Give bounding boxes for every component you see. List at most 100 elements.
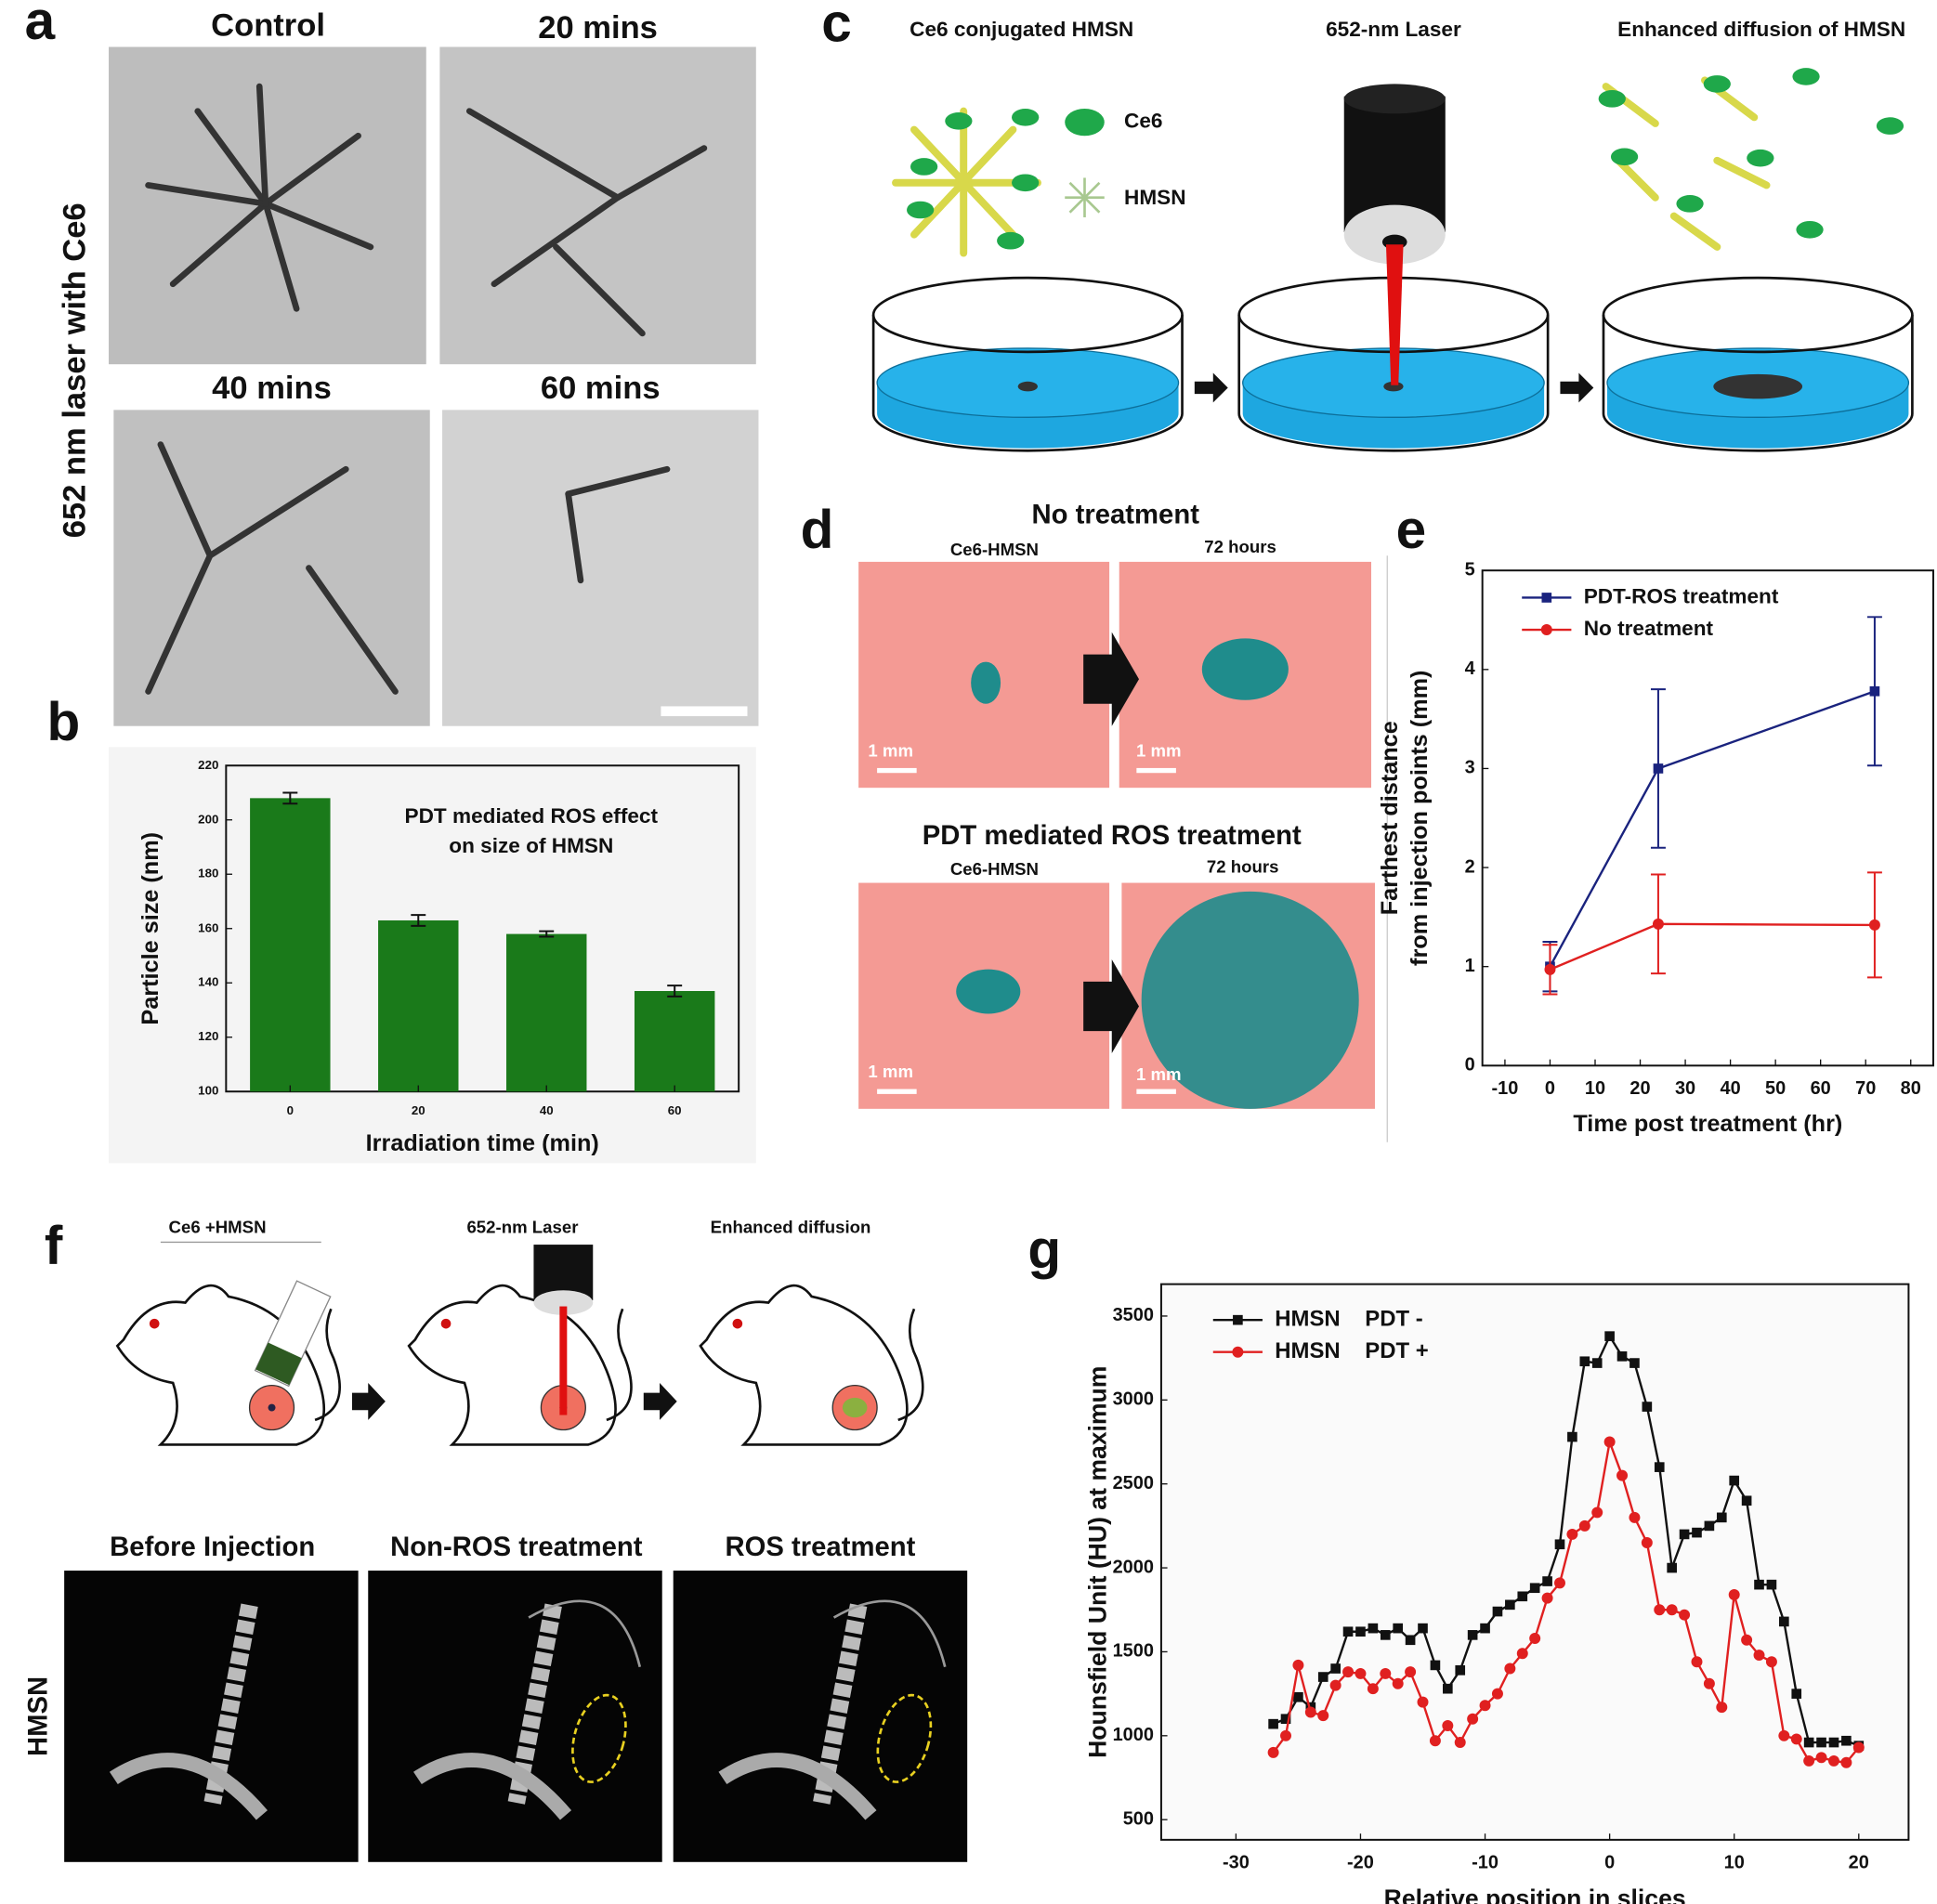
roi [876, 1693, 933, 1783]
marker [1505, 1599, 1515, 1611]
scale-label: 1 mm [1136, 741, 1182, 761]
step-title: Enhanced diffusion [711, 1218, 871, 1237]
legend-label: PDT-ROS treatment [1584, 584, 1779, 607]
marker [1542, 1576, 1552, 1586]
marker [1728, 1589, 1740, 1600]
mouse [115, 1284, 341, 1446]
step-title: Ce6 +HMSN [169, 1218, 267, 1237]
marker [1604, 1331, 1615, 1341]
arrow [643, 1382, 677, 1420]
x-tick-label: 30 [1675, 1078, 1695, 1099]
step-title: 652-nm Laser [1326, 18, 1461, 41]
x-tick-label: 10 [1585, 1078, 1605, 1099]
legend-marker [1540, 624, 1552, 635]
marker [1591, 1358, 1603, 1368]
legend-label: HMSN [1124, 186, 1186, 209]
marker [1405, 1666, 1417, 1678]
marker [1827, 1754, 1839, 1767]
roi [571, 1693, 627, 1783]
marker [1679, 1529, 1690, 1540]
spot [1713, 373, 1803, 399]
mouse-outline [699, 1284, 909, 1446]
marker [1317, 1710, 1329, 1722]
marker [1778, 1729, 1790, 1741]
x-tick-label: 60 [668, 1103, 682, 1117]
mouse-tail [314, 1308, 341, 1422]
marker [1442, 1719, 1454, 1731]
marker [1654, 1604, 1666, 1616]
mouse [407, 1284, 633, 1446]
x-axis-label: Relative position in slices [1384, 1884, 1686, 1904]
panel-label: b [47, 692, 81, 752]
pelvis [109, 1753, 268, 1820]
marker [1616, 1469, 1629, 1481]
ribs [832, 1599, 947, 1668]
marker [1869, 685, 1880, 697]
marker [1541, 1592, 1553, 1604]
image-title: 20 mins [538, 10, 658, 46]
marker [1654, 1462, 1665, 1472]
bar [378, 919, 459, 1092]
ce6-icon [1065, 108, 1105, 137]
y-tick-label: 2000 [1113, 1557, 1154, 1577]
plot-background [1160, 1284, 1909, 1840]
error-bar [539, 930, 555, 938]
marker [1479, 1700, 1491, 1712]
dish-rim [1602, 276, 1914, 354]
panel-label: g [1027, 1219, 1061, 1280]
panel-label: e [1396, 500, 1427, 560]
marker [1766, 1579, 1777, 1590]
image-title: 72 hours [1204, 537, 1276, 556]
ct-image [673, 1571, 968, 1862]
image-title: Ce6-HMSN [950, 540, 1039, 559]
y-tick-label: 180 [198, 867, 218, 880]
dish-rim [871, 276, 1184, 354]
pelvis [413, 1753, 572, 1820]
marker [1454, 1737, 1466, 1749]
panel-label: d [801, 500, 834, 560]
marker [1268, 1718, 1278, 1729]
marker [1566, 1528, 1578, 1540]
y-tick-label: 220 [198, 758, 218, 772]
marker [1267, 1746, 1279, 1758]
marker [1729, 1475, 1740, 1486]
marker [1754, 1579, 1764, 1590]
image-title: 60 mins [541, 371, 661, 406]
tem-image [113, 410, 430, 726]
x-tick-label: 70 [1855, 1078, 1876, 1099]
marker [1554, 1539, 1565, 1550]
marker [1355, 1667, 1367, 1679]
x-tick-label: 20 [412, 1103, 425, 1117]
marker [1368, 1623, 1379, 1634]
scale-label: 1 mm [868, 741, 913, 761]
marker [1455, 1665, 1466, 1676]
error-bar [411, 914, 426, 927]
legend-label: No treatment [1584, 617, 1714, 640]
step-title: Ce6 conjugated HMSN [910, 18, 1133, 41]
marker [1616, 1351, 1628, 1362]
y-axis-label: Farthest distance [1377, 721, 1403, 915]
y-tick-label: 3500 [1113, 1305, 1154, 1325]
tumor-spot [842, 1397, 868, 1418]
mouse-eye [149, 1318, 160, 1329]
nanoparticle-cluster: Ce6 HMSN [892, 68, 1904, 257]
diffusion-images [858, 561, 1375, 1109]
marker [1765, 1656, 1777, 1668]
legend-label: HMSN PDT + [1275, 1338, 1429, 1363]
marker [1517, 1591, 1528, 1602]
bar [250, 798, 331, 1092]
y-tick-label: 160 [198, 920, 218, 934]
y-tick-label: 1 [1465, 956, 1475, 976]
marker [1841, 1735, 1852, 1746]
marker [1430, 1660, 1441, 1671]
marker [1716, 1512, 1727, 1523]
ct-image [368, 1571, 662, 1862]
x-tick-label: -30 [1223, 1852, 1250, 1872]
arrow [1560, 372, 1594, 403]
marker [1429, 1735, 1441, 1747]
marker [1691, 1656, 1703, 1668]
legend-marker [1232, 1346, 1244, 1358]
tem-images [109, 46, 759, 726]
y-tick-label: 500 [1123, 1808, 1154, 1829]
marker [1491, 1688, 1503, 1700]
